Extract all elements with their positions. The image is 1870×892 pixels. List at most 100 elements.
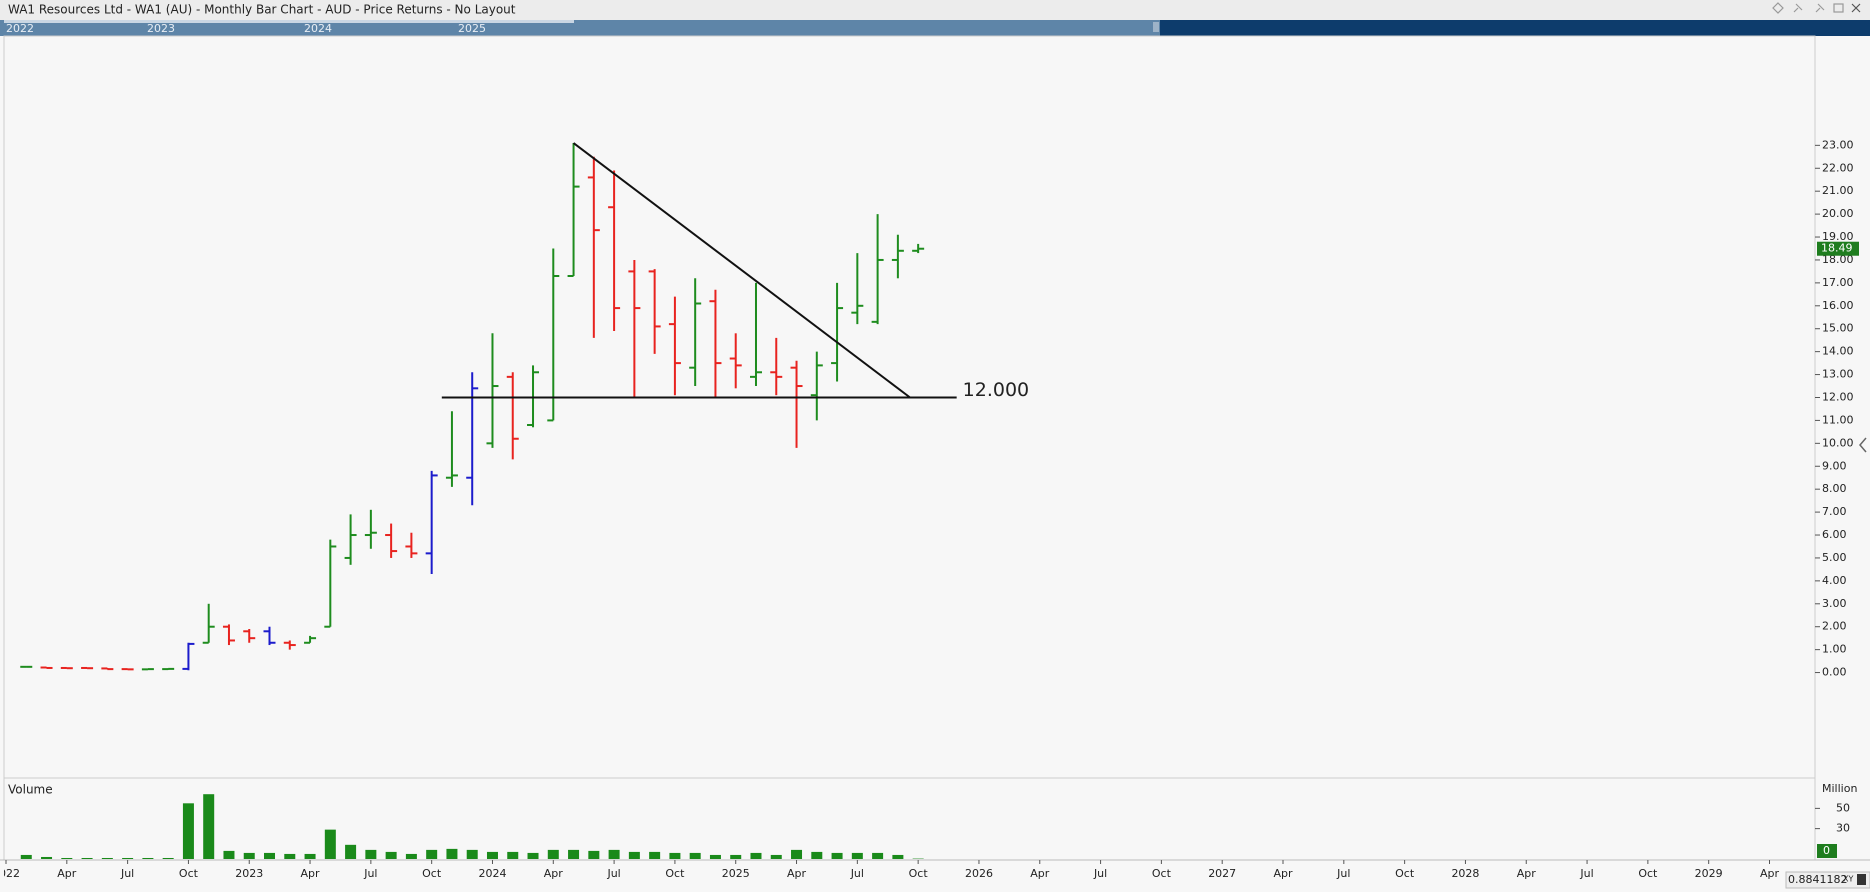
y-tick-label: 11.00 [1822,413,1854,426]
volume-bar [466,849,478,859]
price-badge-label: 18.49 [1821,242,1853,255]
x-tick-label: Jul [606,867,620,880]
volume-bar [385,851,397,859]
navigator-label: 2025 [458,22,486,35]
volume-bar [345,844,357,859]
volume-bar [649,851,661,859]
x-tick-label: Oct [1152,867,1172,880]
navigator-label: 2024 [304,22,332,35]
y-tick-label: 1.00 [1822,643,1847,656]
x-tick-label: Jul [850,867,864,880]
y-tick-label: 5.00 [1822,551,1847,564]
y-tick-label: 10.00 [1822,436,1854,449]
volume-bar [851,852,863,859]
volume-bar [41,856,53,859]
trendline [572,142,911,399]
x-tick-label: Oct [1638,867,1658,880]
volume-bar [507,851,519,859]
volume-bar [182,803,194,859]
y-tick-label: 23.00 [1822,138,1854,151]
volume-bar [628,851,640,859]
navigator-rest[interactable] [1160,20,1870,36]
volume-bar [20,854,32,859]
volume-bar [365,849,377,859]
x-tick-label: Oct [179,867,199,880]
y-tick-label: 2.00 [1822,620,1847,633]
icon-close[interactable] [1851,3,1861,13]
mode-label: XY [1843,875,1853,884]
x-tick-label: 2025 [722,867,750,880]
x-tick-label: Apr [301,867,321,880]
x-tick-label: Oct [1395,867,1415,880]
navigator-handle[interactable] [1153,22,1159,32]
volume-bar [872,852,884,859]
volume-bar [689,852,701,859]
x-tick-label: Oct [665,867,685,880]
horizontal-line-label: 12.000 [963,379,1029,401]
y-tick-label: 22.00 [1822,161,1854,174]
volume-bar [405,853,417,859]
volume-bar [892,854,904,859]
icon-pin[interactable] [1793,3,1803,13]
icon-restore[interactable] [1833,3,1844,13]
y-tick-label: 20.00 [1822,207,1854,220]
x-tick-label: Jul [1093,867,1107,880]
volume-bar [304,853,316,859]
scale-value: 0.8841182 [1788,873,1848,886]
volume-bar [81,857,93,859]
y-tick-label: 16.00 [1822,299,1854,312]
volume-tick-label: 30 [1836,822,1850,835]
collapse-arrow[interactable] [1859,437,1867,453]
volume-bar [811,851,823,859]
navigator-window[interactable] [4,20,574,23]
navigator[interactable] [0,20,1160,36]
x-tick-label: 2023 [235,867,263,880]
volume-bar [142,857,154,859]
lock-icon[interactable] [1857,874,1866,885]
volume-badge-label: 0 [1823,844,1830,857]
volume-badge [1817,844,1837,858]
x-tick-label: Apr [787,867,807,880]
y-tick-label: 6.00 [1822,528,1847,541]
x-tick-label: Jul [1579,867,1593,880]
x-tick-label: Jul [1336,867,1350,880]
x-tick-label: 2028 [1451,867,1479,880]
volume-bar [588,850,600,859]
x-tick-label: Jul [120,867,134,880]
volume-bar [608,849,620,859]
x-tick-label: 2027 [1208,867,1236,880]
y-tick-label: 14.00 [1822,345,1854,358]
volume-bar [831,852,843,859]
scale-box [1785,871,1870,889]
volume-bar [223,850,235,859]
volume-bar [568,849,580,859]
y-tick-label: 17.00 [1822,276,1854,289]
icon-pin-2[interactable] [1815,3,1825,13]
volume-bar [324,829,336,859]
x-tick-label: Oct [909,867,929,880]
volume-pane [3,777,1816,861]
y-tick-label: 0.00 [1822,666,1847,679]
volume-bar [243,852,255,859]
y-tick-label: 19.00 [1822,230,1854,243]
icon-diamond[interactable] [1772,2,1784,14]
volume-bar [162,857,174,859]
volume-bar [61,857,73,859]
x-axis: 2022 Apr Jul Oct 2023 Apr Jul Oct 2024 Apr Jul Oct 2… [4,860,1779,880]
y-tick-label: 8.00 [1822,482,1847,495]
volume-bar [426,849,438,859]
x-tick-label: Apr [544,867,564,880]
volume-bar [791,849,803,859]
y-tick-label: 9.00 [1822,459,1847,472]
volume-bar [730,854,742,859]
volume-bar [264,852,276,859]
volume-tick-label: 50 [1836,801,1850,814]
volume-bar [709,854,721,859]
volume-bar [669,852,681,859]
y-tick-label: 15.00 [1822,322,1854,335]
volume-bar [122,857,134,859]
y-tick-label: 4.00 [1822,574,1847,587]
x-tick-label: 2024 [478,867,506,880]
